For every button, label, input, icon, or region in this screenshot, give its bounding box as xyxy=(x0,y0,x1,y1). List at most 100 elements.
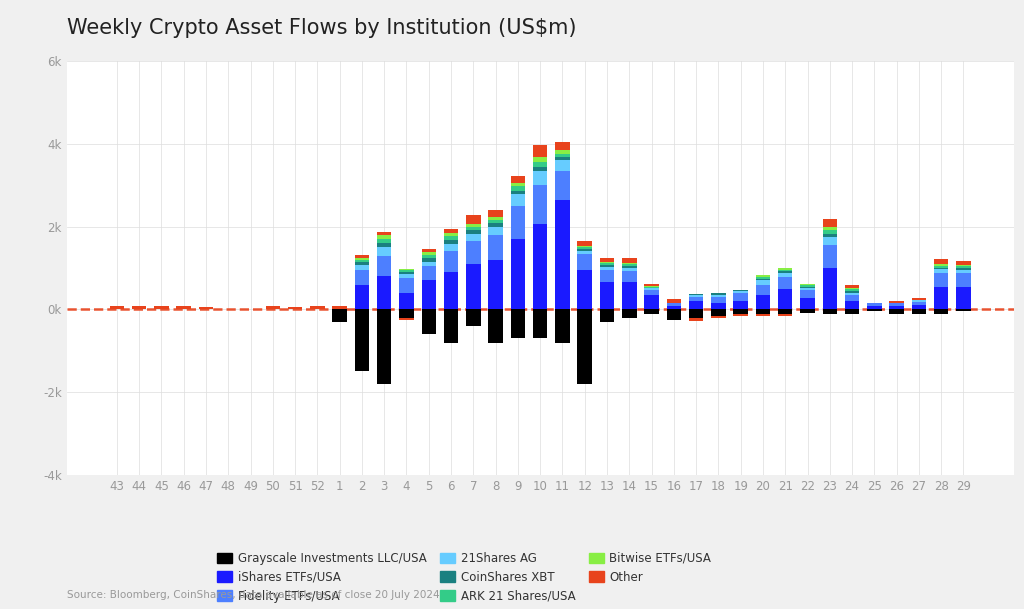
Bar xyxy=(600,270,614,283)
Bar xyxy=(466,234,480,241)
Bar xyxy=(711,315,726,318)
Bar xyxy=(644,288,658,290)
Bar xyxy=(689,309,703,318)
Bar xyxy=(555,150,569,153)
Bar xyxy=(578,255,592,270)
Bar xyxy=(756,279,770,280)
Bar xyxy=(867,309,882,311)
Bar xyxy=(443,252,459,272)
Bar xyxy=(443,240,459,244)
Bar xyxy=(354,309,370,371)
Legend: Grayscale Investments LLC/USA, iShares ETFs/USA, Fidelity ETFs/USA, 21Shares AG,: Grayscale Investments LLC/USA, iShares E… xyxy=(213,547,716,607)
Bar xyxy=(399,318,414,320)
Bar xyxy=(622,266,637,267)
Bar xyxy=(377,309,391,384)
Bar xyxy=(443,229,459,233)
Bar xyxy=(911,302,926,305)
Bar xyxy=(511,194,525,206)
Bar xyxy=(711,295,726,297)
Bar xyxy=(466,309,480,326)
Bar xyxy=(532,309,548,339)
Bar xyxy=(377,256,391,276)
Bar xyxy=(822,245,837,268)
Bar xyxy=(890,306,904,309)
Bar xyxy=(822,227,837,230)
Bar xyxy=(934,259,948,264)
Bar xyxy=(110,306,124,309)
Bar xyxy=(756,277,770,279)
Bar xyxy=(822,219,837,227)
Bar xyxy=(801,288,815,290)
Bar xyxy=(644,295,658,309)
Bar xyxy=(956,287,971,309)
Bar xyxy=(488,227,503,235)
Bar xyxy=(488,210,503,217)
Bar xyxy=(399,278,414,293)
Bar xyxy=(422,249,436,252)
Bar xyxy=(354,258,370,259)
Bar xyxy=(354,262,370,265)
Bar xyxy=(511,183,525,186)
Bar xyxy=(377,247,391,256)
Bar xyxy=(733,301,748,309)
Bar xyxy=(488,224,503,227)
Bar xyxy=(778,309,793,314)
Bar xyxy=(511,191,525,194)
Bar xyxy=(377,243,391,247)
Bar xyxy=(822,230,837,234)
Bar xyxy=(778,277,793,289)
Bar xyxy=(399,270,414,272)
Bar xyxy=(578,245,592,247)
Bar xyxy=(756,309,770,314)
Bar xyxy=(644,290,658,295)
Bar xyxy=(399,274,414,278)
Bar xyxy=(488,235,503,259)
Bar xyxy=(443,272,459,309)
Bar xyxy=(600,264,614,265)
Bar xyxy=(956,273,971,287)
Bar xyxy=(956,265,971,266)
Bar xyxy=(689,297,703,301)
Bar xyxy=(422,252,436,255)
Bar xyxy=(934,266,948,267)
Bar xyxy=(511,309,525,339)
Bar xyxy=(511,239,525,309)
Bar xyxy=(422,255,436,258)
Bar xyxy=(911,298,926,300)
Bar xyxy=(756,280,770,284)
Bar xyxy=(845,309,859,314)
Bar xyxy=(399,269,414,270)
Bar xyxy=(801,285,815,287)
Bar xyxy=(288,307,302,309)
Bar xyxy=(422,262,436,266)
Bar xyxy=(155,306,169,309)
Bar xyxy=(555,171,569,200)
Bar xyxy=(778,289,793,309)
Bar xyxy=(488,259,503,309)
Bar xyxy=(600,283,614,309)
Bar xyxy=(422,309,436,334)
Bar xyxy=(600,309,614,322)
Bar xyxy=(354,284,370,309)
Bar xyxy=(466,264,480,309)
Bar xyxy=(845,291,859,293)
Bar xyxy=(333,306,347,309)
Bar xyxy=(622,264,637,266)
Bar xyxy=(511,206,525,239)
Bar xyxy=(466,224,480,227)
Bar xyxy=(934,269,948,273)
Bar xyxy=(956,309,971,311)
Bar xyxy=(890,303,904,306)
Bar xyxy=(466,241,480,264)
Bar xyxy=(600,262,614,264)
Bar xyxy=(399,272,414,274)
Bar xyxy=(422,258,436,262)
Bar xyxy=(756,284,770,295)
Bar xyxy=(532,171,548,185)
Bar xyxy=(934,267,948,269)
Bar xyxy=(555,309,569,342)
Bar xyxy=(778,273,793,277)
Bar xyxy=(622,262,637,264)
Bar xyxy=(733,314,748,315)
Bar xyxy=(689,318,703,321)
